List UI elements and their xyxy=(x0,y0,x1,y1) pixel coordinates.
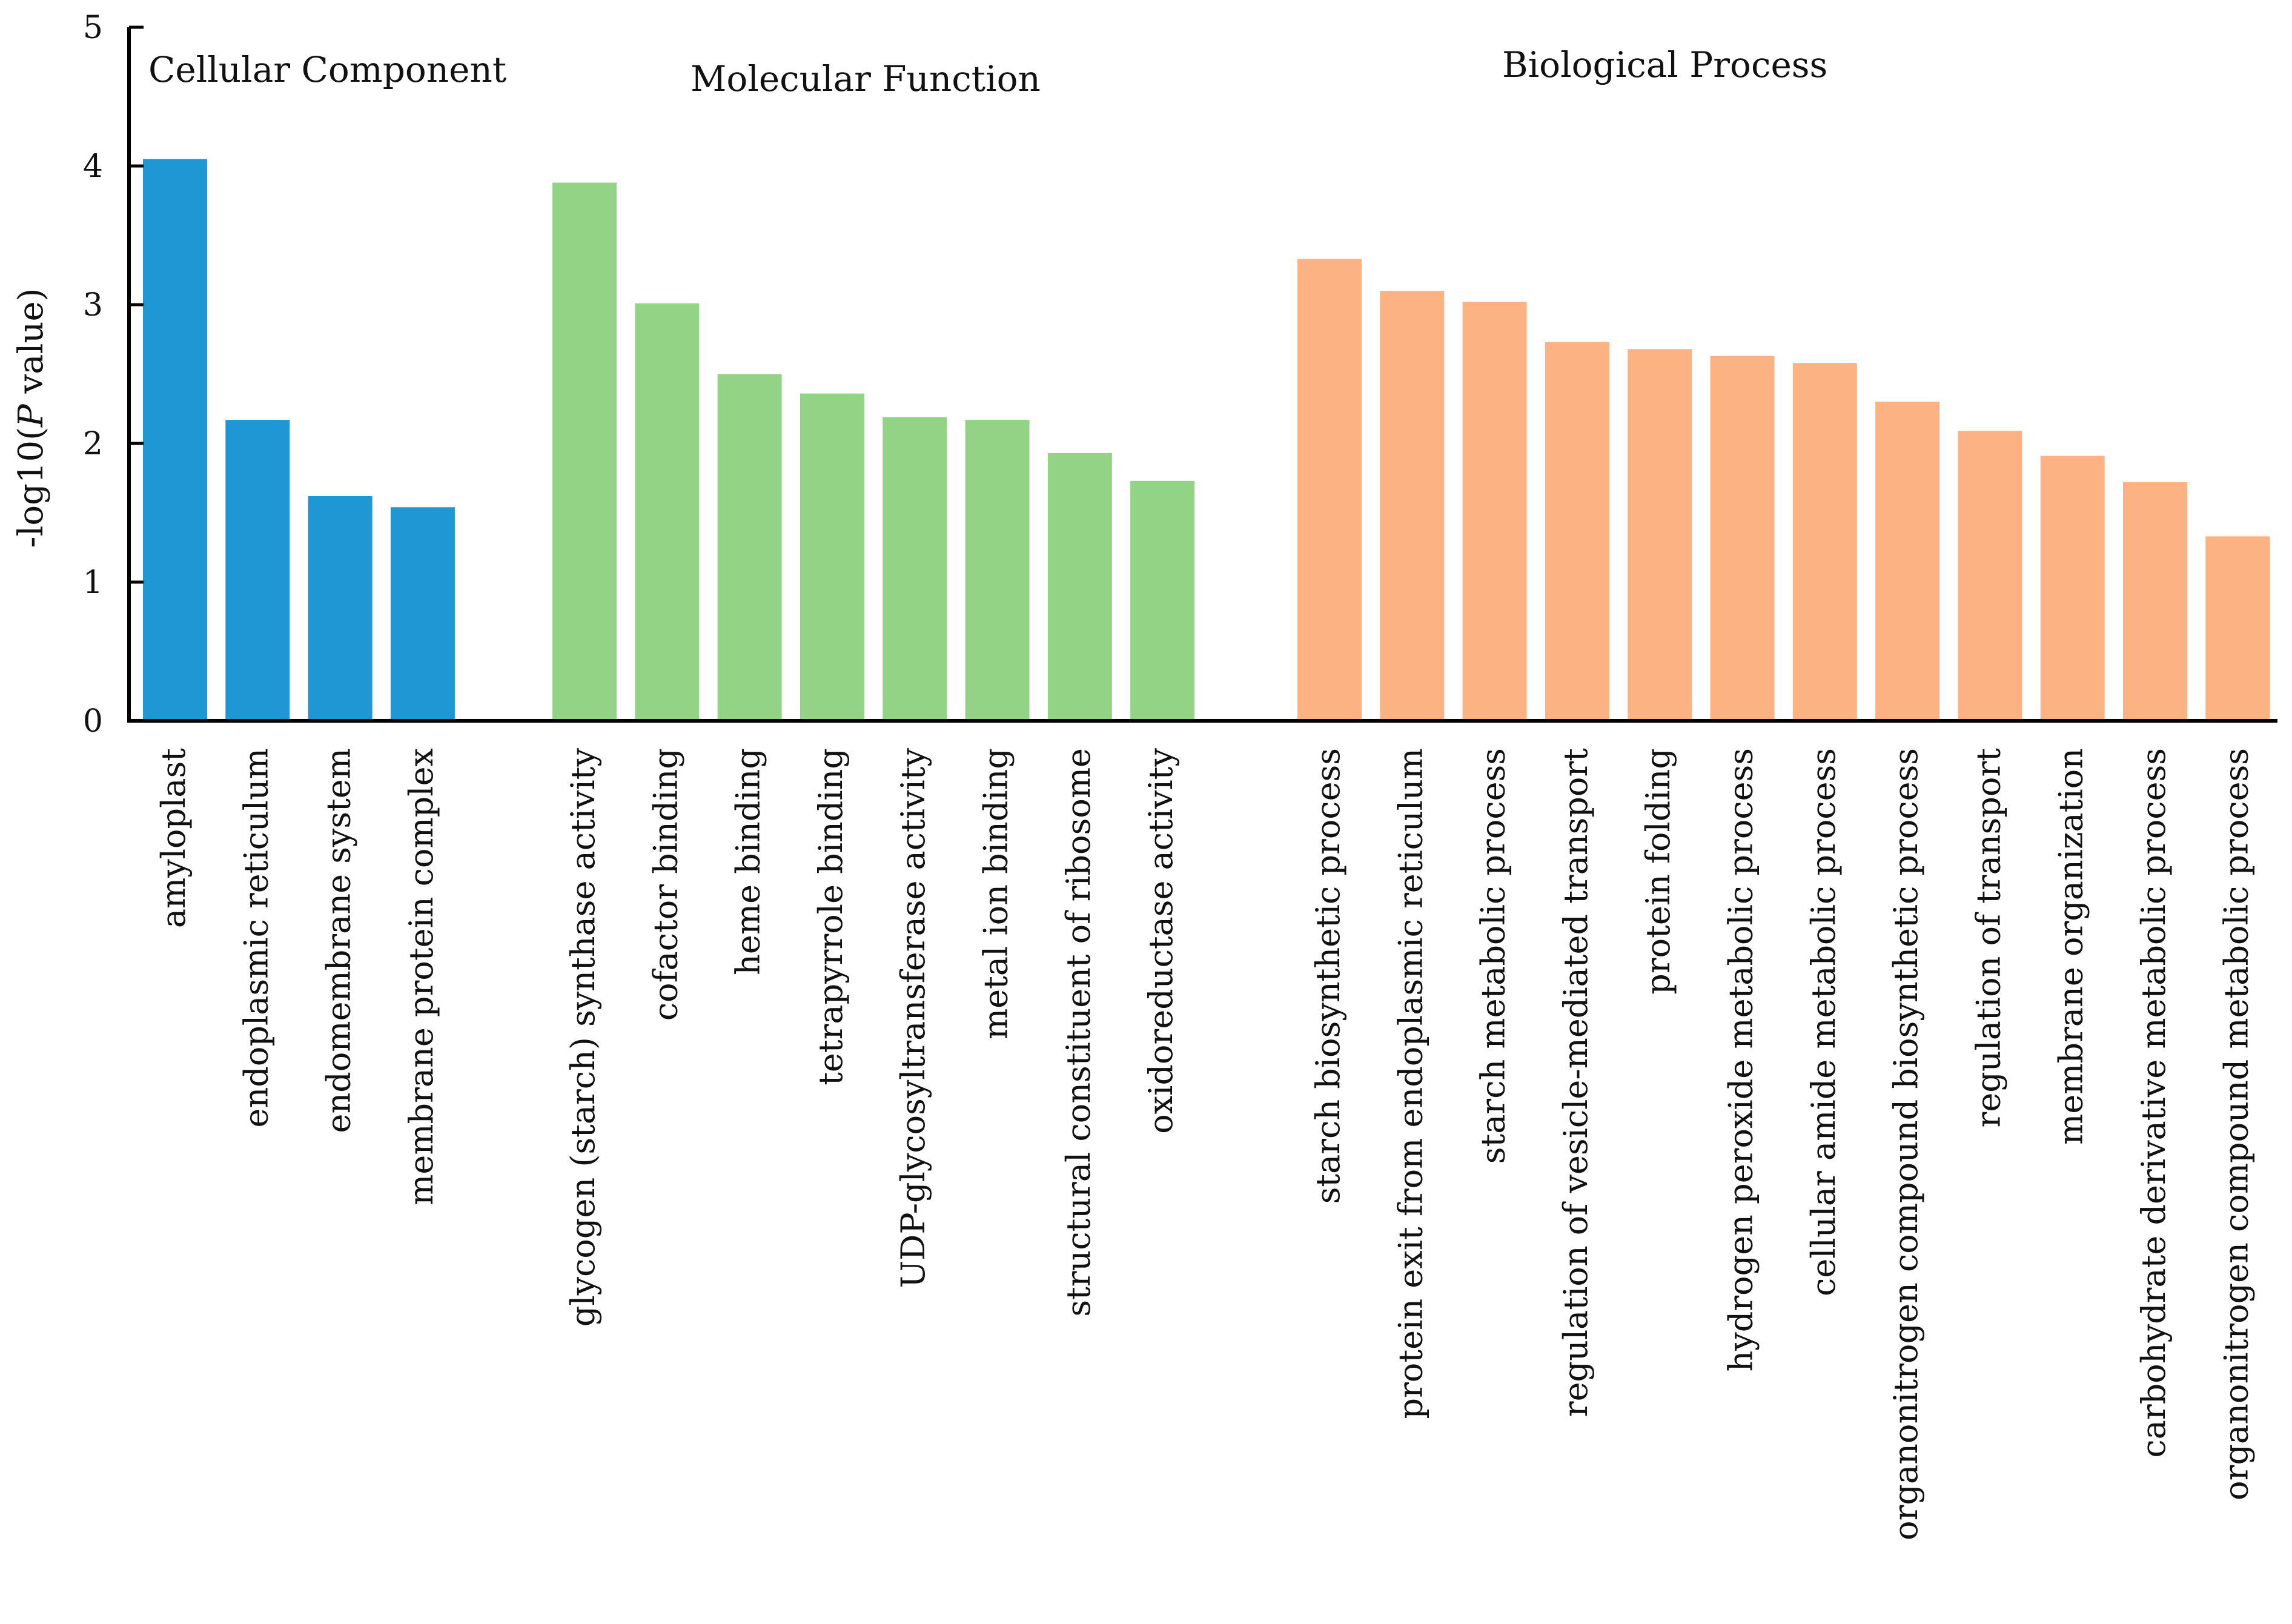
bar-organonitrogen-compound-biosynthetic-process xyxy=(1875,402,1940,721)
x-tick-label: starch metabolic process xyxy=(1474,748,1512,1164)
y-tick-label: 0 xyxy=(83,703,103,740)
x-tick-label: organonitrogen compound biosynthetic pro… xyxy=(1887,748,1925,1540)
x-tick-label: amyloplast xyxy=(154,748,193,928)
x-tick-label: hydrogen peroxide metabolic process xyxy=(1722,748,1760,1372)
y-tick-label: 1 xyxy=(83,565,103,601)
x-tick-label: regulation of vesicle-mediated transport xyxy=(1557,748,1595,1417)
y-ticks-layer: 0 1 2 3 4 5 xyxy=(83,10,144,740)
x-tick-label: endomembrane system xyxy=(320,748,358,1133)
x-tick-label: structural constituent of ribosome xyxy=(1059,748,1098,1317)
bar-endomembrane-system xyxy=(308,496,373,721)
group-title: Molecular Function xyxy=(691,58,1041,99)
x-tick-label: membrane protein complex xyxy=(402,748,440,1205)
bar-metal-ion-binding xyxy=(965,420,1030,721)
bar-hydrogen-peroxide-metabolic-process xyxy=(1710,356,1775,721)
x-tick-label: tetrapyrrole binding xyxy=(812,748,850,1085)
bars-layer xyxy=(143,159,2270,721)
y-axis-label-prefix: -log10( xyxy=(12,427,51,548)
x-tick-label: carbohydrate derivative metabolic proces… xyxy=(2135,748,2173,1458)
bar-regulation-of-vesicle-mediated-transport xyxy=(1545,342,1609,721)
bar-cofactor-binding xyxy=(635,303,700,721)
group-title: Cellular Component xyxy=(148,49,506,90)
bar-glycogen-starch-synthase-activity xyxy=(552,182,617,721)
bar-organonitrogen-compound-metabolic-process xyxy=(2205,536,2270,721)
x-tick-label: heme binding xyxy=(729,748,767,975)
x-tick-label: UDP-glycosyltransferase activity xyxy=(894,748,932,1288)
y-axis-label: -log10(P value) xyxy=(12,288,51,548)
bar-heme-binding xyxy=(717,374,782,721)
bar-cellular-amide-metabolic-process xyxy=(1792,363,1857,721)
bar-membrane-organization xyxy=(2040,456,2105,721)
group-titles-layer: Cellular Component Molecular Function Biol… xyxy=(148,44,1827,99)
y-axis-label-italic: P xyxy=(12,403,51,428)
bar-tetrapyrrole-binding xyxy=(800,393,864,721)
bar-protein-folding xyxy=(1628,349,1692,721)
x-tick-label: metal ion binding xyxy=(977,748,1015,1039)
bar-starch-metabolic-process xyxy=(1462,302,1527,721)
y-axis-label-suffix: value) xyxy=(12,288,51,405)
x-tick-label: oxidoreductase activity xyxy=(1142,748,1180,1134)
bar-amyloplast xyxy=(143,159,207,721)
x-tick-label: organonitrogen compound metabolic proces… xyxy=(2217,748,2255,1500)
bar-membrane-protein-complex xyxy=(390,507,455,721)
x-tick-label: protein exit from endoplasmic reticulum xyxy=(1391,748,1429,1419)
bar-oxidoreductase-activity xyxy=(1130,480,1195,721)
bar-udp-glycosyltransferase-activity xyxy=(883,417,947,721)
y-tick-label: 3 xyxy=(83,287,103,323)
bar-protein-exit-from-endoplasmic-reticulum xyxy=(1380,291,1445,721)
x-tick-label: cofactor binding xyxy=(646,748,684,1021)
x-tick-label: endoplasmic reticulum xyxy=(237,748,275,1127)
x-tick-label: cellular amide metabolic process xyxy=(1804,748,1843,1296)
axes-layer xyxy=(127,27,2277,723)
x-tick-label: membrane organization xyxy=(2052,748,2090,1145)
y-tick-label: 4 xyxy=(83,148,103,185)
group-title: Biological Process xyxy=(1502,44,1827,85)
x-tick-label: starch biosynthetic process xyxy=(1309,748,1347,1204)
x-tick-label: protein folding xyxy=(1639,748,1677,995)
x-tick-label: regulation of transport xyxy=(1969,748,2007,1128)
y-tick-label: 2 xyxy=(83,426,103,462)
bar-starch-biosynthetic-process xyxy=(1297,259,1362,721)
bar-regulation-of-transport xyxy=(1958,431,2022,721)
x-tick-label: glycogen (starch) synthase activity xyxy=(564,748,602,1327)
y-tick-label: 5 xyxy=(83,10,103,46)
bar-structural-constituent-of-ribosome xyxy=(1047,453,1112,721)
bar-endoplasmic-reticulum xyxy=(225,420,290,721)
bar-carbohydrate-derivative-metabolic-process xyxy=(2123,482,2187,721)
x-labels-layer: amyloplast endoplasmic reticulum endomembr… xyxy=(154,748,2255,1540)
